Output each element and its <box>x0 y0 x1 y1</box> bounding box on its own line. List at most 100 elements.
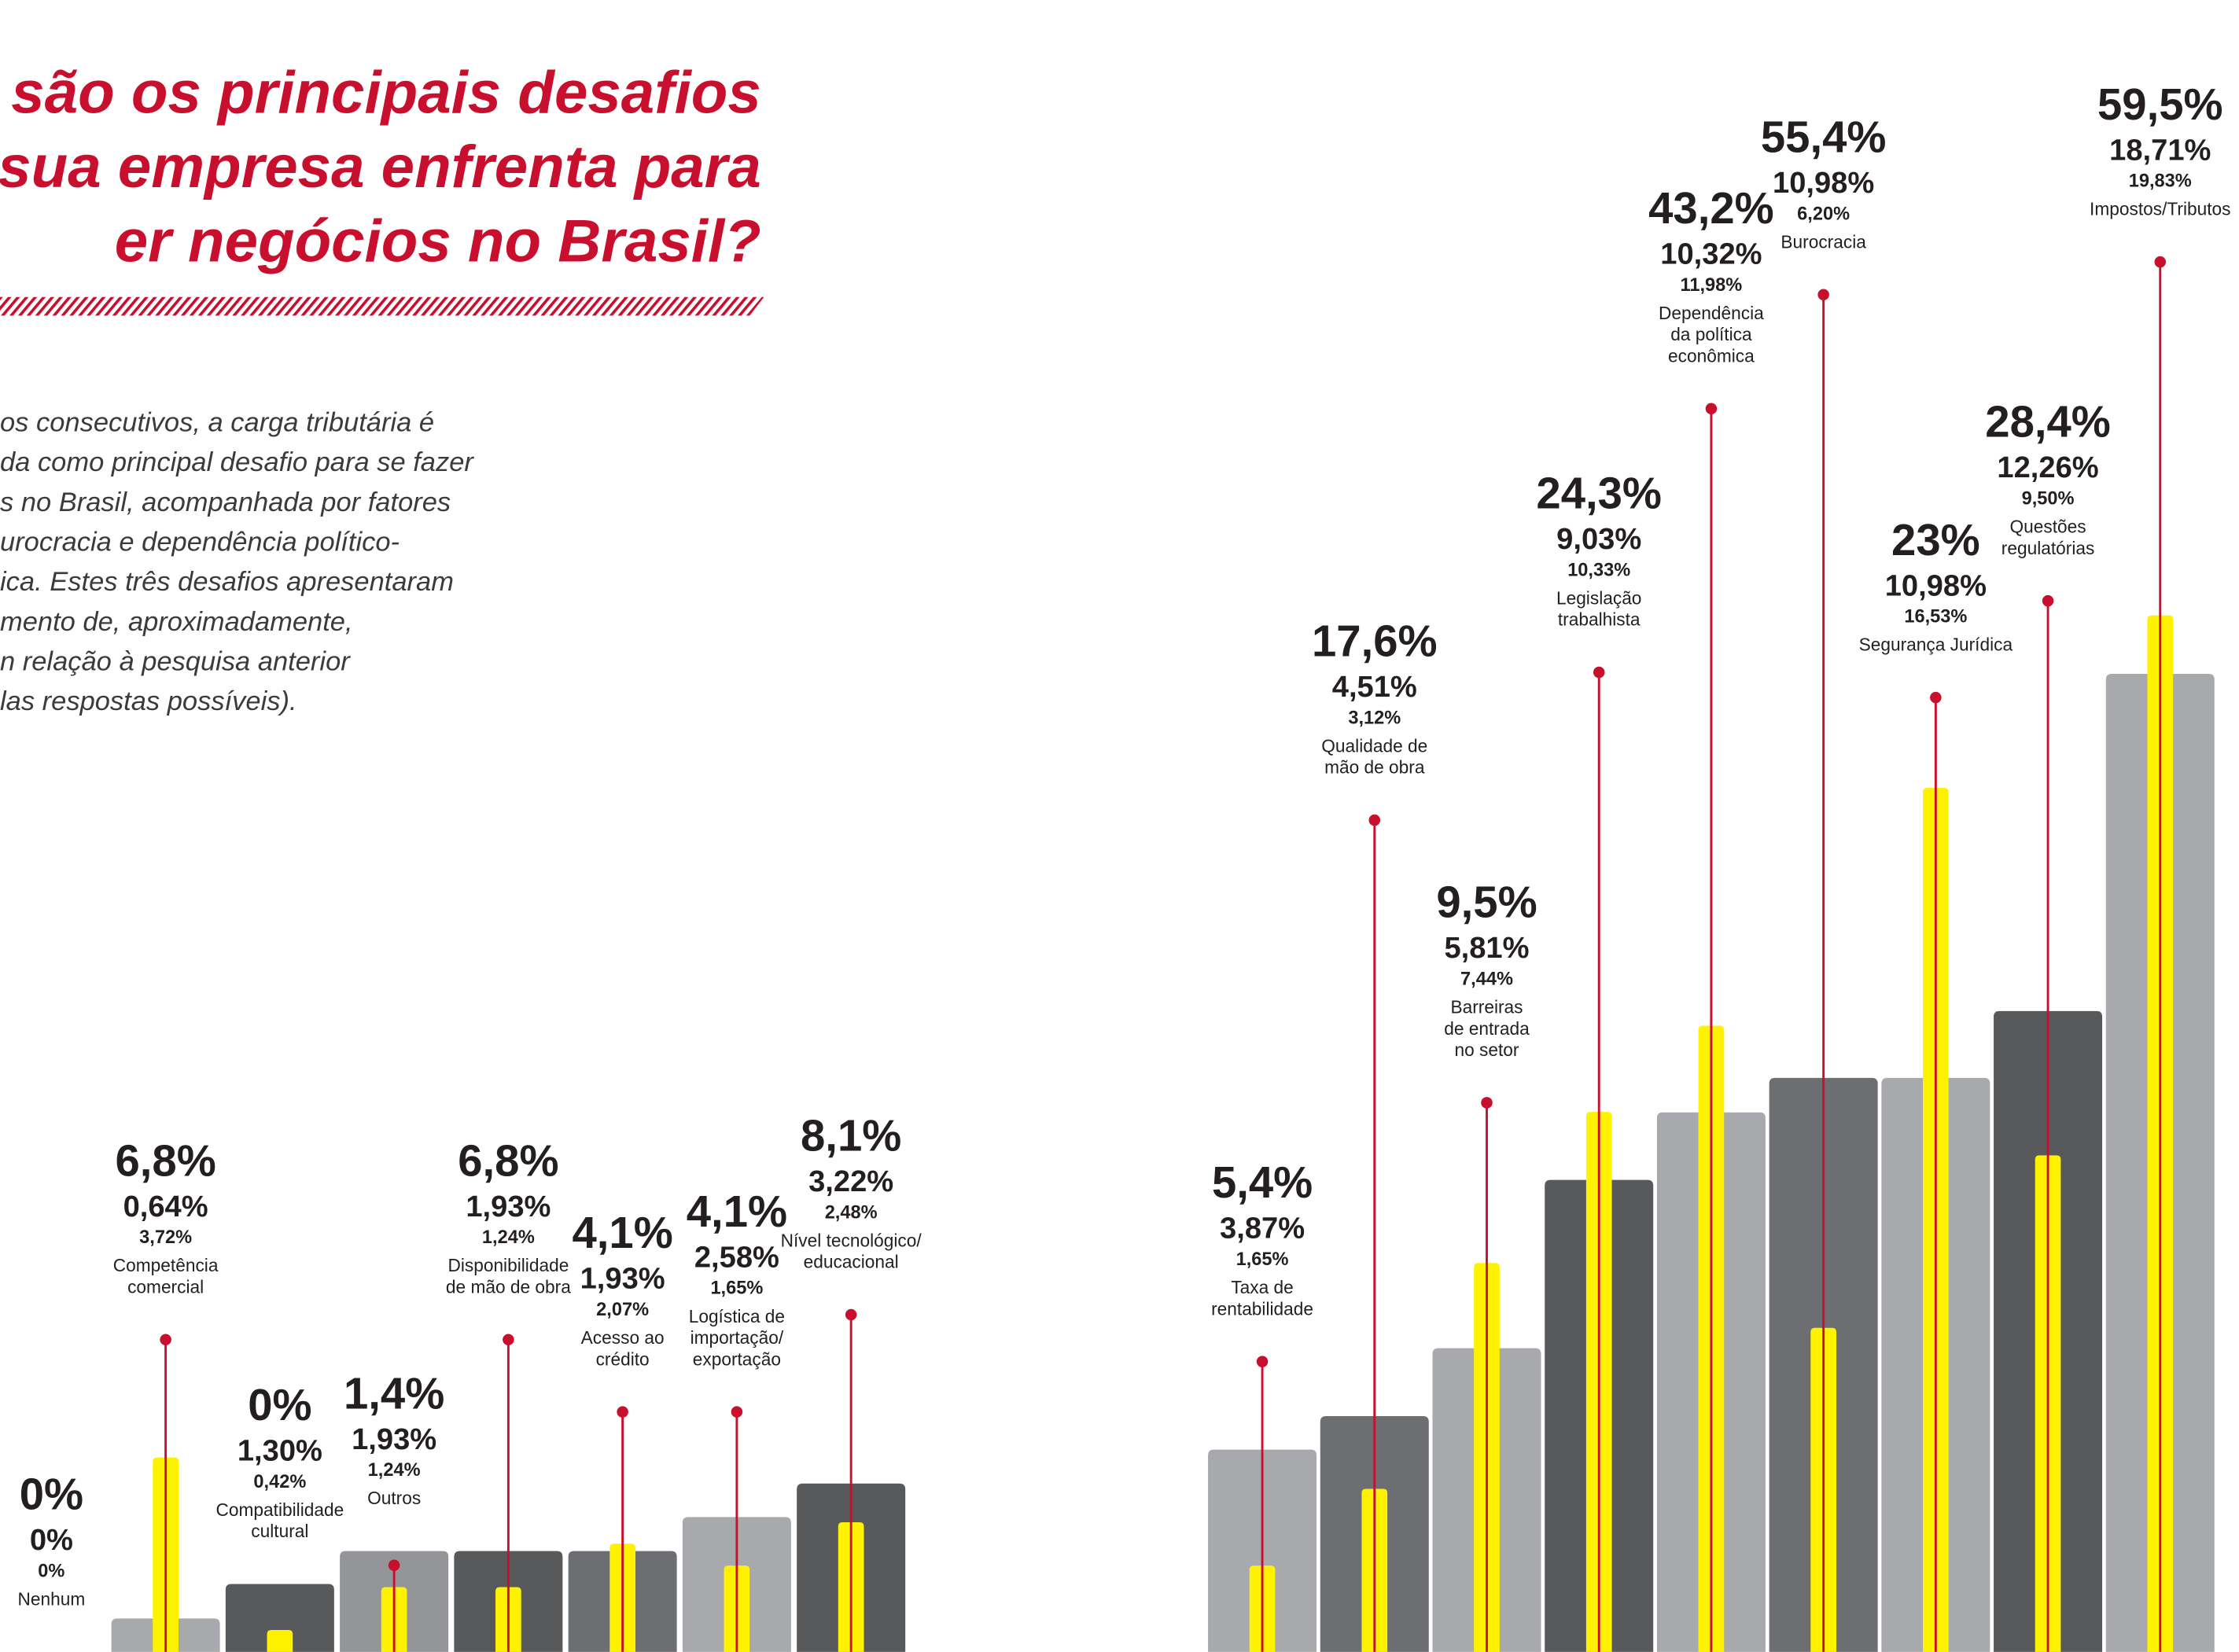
category-label: Legislação <box>1556 587 1641 608</box>
category-label: econômica <box>1668 345 1755 366</box>
category-label: Compatibilidade <box>216 1499 344 1520</box>
big-value-label: 24,3% <box>1536 469 1662 518</box>
category-label: regulatórias <box>2001 538 2095 558</box>
red-dot <box>1593 666 1605 679</box>
red-dot <box>160 1334 171 1346</box>
red-dot <box>1817 289 1829 300</box>
body-line: urocracia e dependência político- <box>0 527 400 557</box>
category-label: Outros <box>367 1488 421 1508</box>
body-line: da como principal desafio para se fazer <box>0 447 474 477</box>
category-label: mão de obra <box>1324 757 1425 778</box>
big-value-label: 4,1% <box>687 1187 787 1236</box>
title-line: sua empresa enfrenta para <box>0 134 761 201</box>
small-value-label: 19,83% <box>2129 171 2192 192</box>
mid-value-label: 10,32% <box>1660 237 1762 270</box>
big-value-label: 5,4% <box>1212 1157 1313 1207</box>
red-dot <box>1368 814 1381 826</box>
red-dot <box>2154 256 2167 268</box>
category-label: Logística de <box>689 1306 785 1326</box>
title-line: is são os principais desafios <box>0 60 761 127</box>
body-line: s no Brasil, acompanhada por fatores <box>0 488 451 517</box>
category-label: educacional <box>804 1252 899 1272</box>
mid-value-label: 1,30% <box>238 1433 322 1467</box>
small-value-label: 1,65% <box>1236 1249 1289 1270</box>
category-label: Barreiras <box>1450 997 1523 1017</box>
category-label: exportação <box>693 1348 781 1369</box>
category-label: Nenhum <box>17 1589 85 1610</box>
mid-value-label: 3,87% <box>1220 1212 1305 1245</box>
big-value-label: 8,1% <box>801 1111 901 1161</box>
category-label: Taxa de <box>1231 1277 1293 1297</box>
category-label: importação/ <box>690 1327 784 1348</box>
mid-value-label: 1,93% <box>352 1422 436 1456</box>
body-line: mento de, aproximadamente, <box>0 607 353 637</box>
mid-value-label: 3,22% <box>808 1164 893 1198</box>
gray-bar <box>225 1584 334 1652</box>
mid-value-label: 2,58% <box>694 1240 779 1274</box>
big-value-label: 6,8% <box>115 1135 215 1185</box>
big-value-label: 43,2% <box>1648 183 1774 233</box>
body-line: os consecutivos, a carga tributária é <box>0 407 434 437</box>
big-value-label: 28,4% <box>1985 397 2111 447</box>
mid-value-label: 10,98% <box>1773 166 1874 200</box>
category-label: trabalhista <box>1558 609 1641 630</box>
mid-value-label: 4,51% <box>1332 670 1417 704</box>
small-value-label: 9,50% <box>2022 489 2075 510</box>
big-value-label: 9,5% <box>1436 878 1537 927</box>
small-value-label: 6,20% <box>1797 204 1850 224</box>
big-value-label: 0% <box>20 1470 83 1519</box>
big-value-label: 59,5% <box>2097 79 2223 129</box>
category-label: Disponibilidade <box>447 1255 569 1275</box>
mid-value-label: 10,98% <box>1885 568 1987 602</box>
mid-value-label: 0% <box>30 1523 73 1557</box>
red-dot <box>845 1308 857 1321</box>
red-dot <box>2042 594 2054 607</box>
body-line: ica. Estes três desafios apresentaram <box>0 567 454 597</box>
red-dot <box>1930 691 1942 704</box>
mid-value-label: 1,93% <box>580 1262 665 1296</box>
category-label: Dependência <box>1659 303 1764 323</box>
big-value-label: 1,4% <box>344 1368 444 1418</box>
small-value-label: 1,24% <box>368 1460 421 1481</box>
category-label: de entrada <box>1444 1018 1530 1039</box>
yellow-bar <box>267 1629 293 1652</box>
category-label: Nível tecnológico/ <box>781 1230 922 1250</box>
small-value-label: 1,24% <box>482 1227 535 1248</box>
category-label: Impostos/Tributos <box>2090 199 2230 219</box>
big-value-label: 23% <box>1891 515 1980 565</box>
small-value-label: 3,12% <box>1348 708 1401 728</box>
category-label: comercial <box>127 1276 204 1297</box>
small-value-label: 7,44% <box>1460 969 1513 990</box>
red-dot <box>617 1406 628 1418</box>
category-label: cultural <box>251 1521 308 1541</box>
small-value-label: 2,48% <box>825 1202 878 1223</box>
big-value-label: 6,8% <box>458 1135 558 1185</box>
category-label: Burocracia <box>1781 231 1866 252</box>
small-value-label: 0,42% <box>253 1472 306 1492</box>
mid-value-label: 18,71% <box>2109 133 2211 167</box>
big-value-label: 17,6% <box>1312 616 1438 666</box>
red-dot <box>731 1406 743 1418</box>
red-dot <box>1256 1356 1269 1367</box>
mid-value-label: 1,93% <box>466 1190 551 1223</box>
body-text: os consecutivos, a carga tributária é da … <box>0 407 474 716</box>
category-label: Questões <box>2010 517 2086 537</box>
mid-value-label: 9,03% <box>1556 522 1641 556</box>
category-label: Qualidade de <box>1321 735 1427 756</box>
category-label: de mão de obra <box>446 1276 571 1297</box>
small-value-label: 1,65% <box>710 1279 763 1299</box>
red-dot <box>388 1559 400 1572</box>
small-value-label: 0% <box>38 1561 64 1581</box>
small-value-label: 2,07% <box>596 1300 649 1320</box>
small-value-label: 3,72% <box>139 1227 192 1248</box>
small-value-label: 10,33% <box>1567 560 1630 580</box>
big-value-label: 0% <box>248 1380 311 1429</box>
category-label: da política <box>1670 324 1752 344</box>
mid-value-label: 12,26% <box>1997 451 2098 484</box>
mid-value-label: 0,64% <box>123 1190 208 1223</box>
red-dot <box>1481 1097 1493 1109</box>
big-value-label: 55,4% <box>1761 112 1887 162</box>
